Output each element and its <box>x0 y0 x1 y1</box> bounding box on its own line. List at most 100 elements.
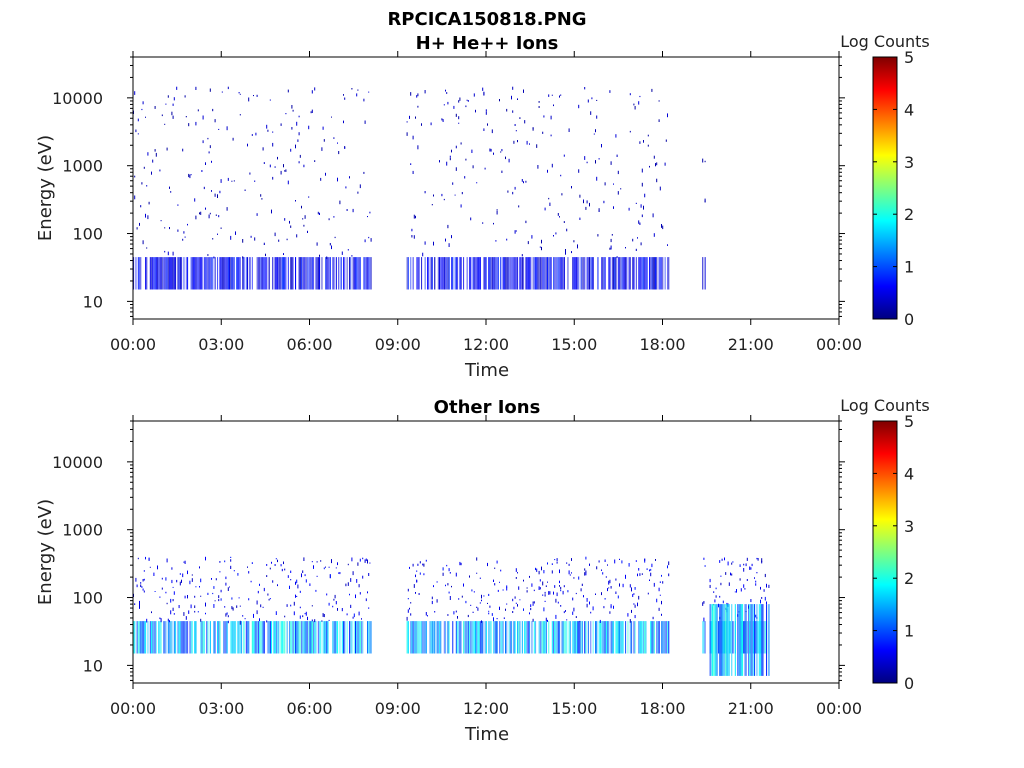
data-cell <box>585 621 587 654</box>
data-cell <box>218 599 220 602</box>
data-cell <box>200 257 202 290</box>
data-cell <box>725 604 727 676</box>
data-cell <box>262 257 264 290</box>
data-cell <box>194 621 196 654</box>
data-cell <box>577 244 578 248</box>
data-cell <box>172 115 174 119</box>
data-cell <box>291 127 293 130</box>
data-cell <box>278 621 280 654</box>
data-cell <box>254 621 256 654</box>
data-cell <box>256 257 258 290</box>
data-cell <box>327 621 329 654</box>
data-cell <box>501 170 503 173</box>
data-cell <box>512 86 514 90</box>
data-cell <box>551 563 553 565</box>
data-cell <box>489 257 491 290</box>
data-cell <box>659 186 661 191</box>
data-cell <box>500 257 502 290</box>
data-cell <box>137 621 139 654</box>
data-cell <box>173 97 175 101</box>
data-cell <box>596 621 598 654</box>
data-cell <box>517 604 518 607</box>
data-cell <box>590 111 592 115</box>
data-cell <box>182 148 184 152</box>
data-cell <box>519 599 521 601</box>
data-cell <box>224 560 226 563</box>
data-cell <box>559 569 560 574</box>
data-cell <box>548 94 550 97</box>
data-cell <box>650 568 652 571</box>
data-cell <box>238 597 240 599</box>
data-cell <box>167 257 169 290</box>
data-cell <box>313 565 314 568</box>
data-cell <box>616 621 618 654</box>
data-cell <box>653 582 655 587</box>
data-cell <box>176 86 178 90</box>
data-cell <box>437 257 439 290</box>
data-cell <box>225 576 227 580</box>
data-cell <box>616 154 618 157</box>
data-cell <box>709 578 711 583</box>
data-cell <box>584 572 586 576</box>
data-cell <box>369 257 371 290</box>
data-cell <box>363 257 365 290</box>
data-cell <box>422 252 424 257</box>
data-cell <box>195 121 197 126</box>
data-cell <box>621 560 623 564</box>
data-cell <box>566 562 568 564</box>
data-cell <box>513 606 515 610</box>
data-cell <box>362 575 364 579</box>
data-cell <box>352 616 354 619</box>
data-cell <box>610 606 612 609</box>
data-cell <box>311 561 313 563</box>
data-cell <box>514 230 516 234</box>
data-cell <box>490 148 492 152</box>
data-cell <box>514 124 516 126</box>
data-cell <box>640 621 642 654</box>
data-cell <box>431 204 433 206</box>
data-cell <box>658 621 660 654</box>
data-cell <box>350 621 352 654</box>
data-cell <box>581 257 583 290</box>
data-cell <box>538 257 540 290</box>
data-cell <box>171 111 173 116</box>
data-cell <box>185 616 187 620</box>
data-cell <box>580 621 582 654</box>
data-cell <box>599 621 601 654</box>
colorbar-tick-label: 4 <box>904 464 914 483</box>
data-cell <box>160 220 162 222</box>
data-cell <box>494 567 496 569</box>
data-cell <box>187 621 189 654</box>
data-cell <box>563 221 565 223</box>
data-cell <box>172 586 174 588</box>
data-cell <box>219 190 221 194</box>
data-cell <box>441 193 443 197</box>
data-cell <box>271 621 273 654</box>
data-cell <box>752 604 754 676</box>
data-cell <box>434 621 436 654</box>
data-cell <box>134 91 136 95</box>
data-cell <box>458 621 460 654</box>
data-cell <box>568 621 570 654</box>
data-cell <box>326 593 328 596</box>
data-cell <box>220 598 222 601</box>
data-cell <box>338 572 340 574</box>
data-cell <box>169 620 170 623</box>
data-cell <box>544 594 546 597</box>
data-cell <box>622 621 624 654</box>
data-cell <box>242 257 244 290</box>
data-cell <box>283 253 284 255</box>
data-cell <box>501 621 503 654</box>
data-cell <box>172 103 174 106</box>
data-cell <box>596 176 598 181</box>
data-cell <box>293 601 295 606</box>
data-cell <box>370 257 372 290</box>
data-cell <box>317 621 319 654</box>
data-cell <box>205 207 206 210</box>
data-cell <box>704 160 706 163</box>
data-cell <box>491 129 493 134</box>
data-cell <box>578 576 580 580</box>
data-cell <box>286 621 288 654</box>
data-cell <box>560 94 562 96</box>
